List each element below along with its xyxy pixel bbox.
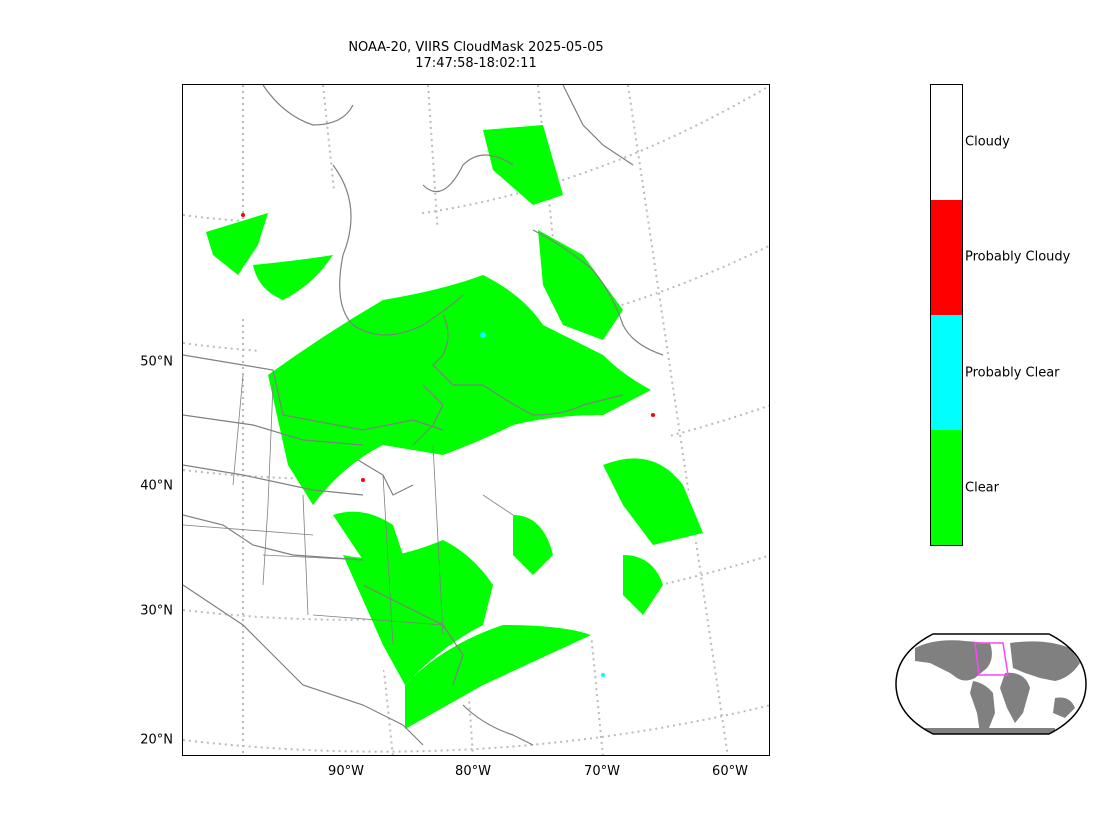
map-panel[interactable] xyxy=(182,84,770,756)
map-canvas xyxy=(183,85,769,755)
lon-label-70w: 70°W xyxy=(584,764,620,779)
lat-label-40: 40°N xyxy=(140,478,173,494)
lon-label-90w: 90°W xyxy=(328,764,364,779)
lon-label-80w: 80°W xyxy=(455,764,491,779)
colorbar-segment-probably-cloudy xyxy=(931,200,962,315)
title-line-2: 17:47:58-18:02:11 xyxy=(415,56,537,71)
colorbar-label-probably-clear: Probably Clear xyxy=(965,365,1060,381)
clear-region-central xyxy=(268,275,651,505)
colorbar-label-cloudy: Cloudy xyxy=(965,134,1010,150)
colorbar-label-clear: Clear xyxy=(965,480,999,496)
lat-label-50: 50°N xyxy=(140,354,173,370)
lat-label-30: 30°N xyxy=(140,603,173,619)
colorbar-segment-cloudy xyxy=(931,85,962,200)
clear-region-north xyxy=(206,213,268,275)
colorbar-segment-clear xyxy=(931,430,962,545)
colorbar-segment-probably-clear xyxy=(931,315,962,430)
state-borders xyxy=(183,374,514,646)
coastlines xyxy=(183,85,664,746)
lat-label-20: 20°N xyxy=(140,732,173,748)
lon-label-60w: 60°W xyxy=(712,764,748,779)
cloudmask-swath xyxy=(206,125,703,729)
inset-swath-footprint xyxy=(974,642,1009,676)
colorbar xyxy=(930,84,963,546)
globe-inset-map xyxy=(895,633,1087,735)
clear-region-south xyxy=(405,625,591,729)
title-line-1: NOAA-20, VIIRS CloudMask 2025-05-05 xyxy=(348,40,604,55)
colorbar-label-probably-cloudy: Probably Cloudy xyxy=(965,249,1071,265)
map-title: NOAA-20, VIIRS CloudMask 2025-05-05 17:4… xyxy=(182,40,770,72)
